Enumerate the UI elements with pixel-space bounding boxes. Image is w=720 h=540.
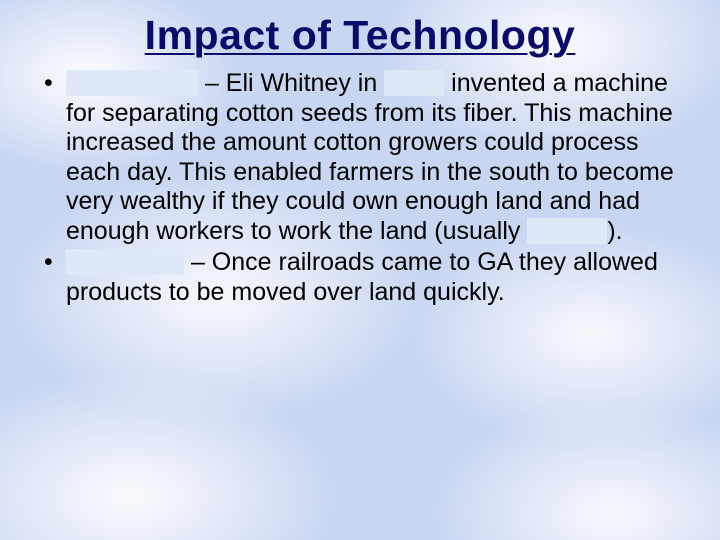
redaction	[527, 218, 607, 244]
bullet-text: ).	[607, 217, 622, 245]
bullet-1: – Once railroads came to GA they allowed…	[44, 248, 676, 307]
slide-body: – Eli Whitney in invented a machine for …	[44, 69, 676, 307]
slide-title: Impact of Technology	[44, 12, 676, 59]
slide: Impact of Technology – Eli Whitney in in…	[0, 0, 720, 540]
redaction	[384, 70, 444, 96]
bullet-text: – Eli Whitney in	[198, 69, 384, 97]
redaction	[66, 249, 184, 275]
redaction	[66, 70, 198, 96]
bullet-0: – Eli Whitney in invented a machine for …	[44, 69, 676, 246]
